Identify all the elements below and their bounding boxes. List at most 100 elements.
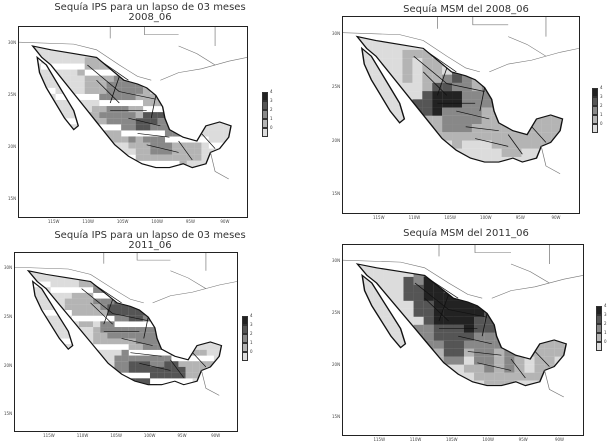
drought-cell <box>22 293 29 299</box>
drought-cell <box>62 75 71 82</box>
state-border <box>467 351 502 356</box>
drought-cell <box>501 140 512 149</box>
map-panel-ips-2008: Sequía IPS para un lapso de 03 meses 200… <box>0 0 300 224</box>
drought-cell <box>34 136 41 142</box>
drought-cell <box>164 390 171 396</box>
drought-cell <box>223 106 231 113</box>
drought-cell <box>482 17 492 25</box>
drought-cell <box>353 381 363 389</box>
neighbor-border <box>491 275 583 299</box>
drought-cell <box>206 292 215 299</box>
drought-cell <box>29 298 37 305</box>
drought-cell <box>555 413 565 421</box>
drought-cell <box>70 27 77 33</box>
drought-cell <box>185 401 192 407</box>
drought-cell <box>393 284 404 293</box>
drought-cell <box>150 179 157 185</box>
drought-cell <box>521 140 532 149</box>
drought-cell <box>48 106 56 113</box>
drought-cell <box>48 160 56 167</box>
drought-cell <box>561 82 563 92</box>
drought-cell <box>383 182 393 190</box>
legend-label: 2 <box>604 321 607 326</box>
drought-cell <box>77 112 79 119</box>
drought-cell <box>33 46 42 52</box>
drought-cell <box>48 179 55 185</box>
drought-cell <box>414 261 424 269</box>
drought-cell <box>512 17 522 25</box>
drought-cell <box>171 372 179 379</box>
drought-cell <box>85 215 92 217</box>
lat-tick-label: 20N <box>332 362 341 368</box>
drought-cell <box>393 397 403 405</box>
drought-cell <box>504 356 515 365</box>
drought-cell <box>128 173 135 179</box>
drought-cell <box>128 39 135 45</box>
drought-cell <box>48 130 56 137</box>
drought-cell <box>107 304 115 311</box>
drought-cell <box>72 395 79 401</box>
drought-cell <box>77 87 85 94</box>
drought-cell <box>99 106 107 113</box>
drought-cell <box>491 132 502 141</box>
drought-cell <box>43 344 51 350</box>
legend-label: 4 <box>600 85 603 90</box>
drought-cell <box>15 327 22 333</box>
drought-cell <box>26 179 33 185</box>
drought-cell <box>535 429 545 435</box>
drought-cell <box>554 380 565 386</box>
drought-cell <box>383 268 394 278</box>
drought-cell <box>223 148 231 155</box>
drought-cell <box>422 25 432 33</box>
drought-cell <box>221 275 222 282</box>
drought-cell <box>172 33 179 39</box>
drought-cell <box>531 173 541 181</box>
drought-cell <box>414 253 424 261</box>
drought-cell <box>363 253 373 261</box>
drought-cell <box>373 17 383 25</box>
drought-cell <box>414 405 424 413</box>
drought-cell <box>575 261 583 269</box>
drought-cell <box>121 355 129 362</box>
drought-cell <box>135 275 143 282</box>
drought-cell <box>51 430 58 431</box>
drought-cell <box>462 198 472 206</box>
drought-cell <box>193 401 200 407</box>
drought-cell <box>55 191 62 197</box>
lat-tick-label: 15N <box>4 411 13 417</box>
drought-cell <box>521 198 531 206</box>
drought-cell <box>481 41 492 51</box>
drought-cell <box>150 46 158 52</box>
drought-cell <box>194 87 202 94</box>
drought-cell <box>454 413 464 421</box>
drought-cell <box>383 198 393 206</box>
drought-cell <box>215 136 224 143</box>
drought-cell <box>158 39 165 45</box>
drought-cell <box>541 107 552 116</box>
drought-cell <box>84 166 93 168</box>
drought-cell <box>231 39 238 45</box>
drought-cell <box>424 405 434 413</box>
drought-cell <box>372 107 383 116</box>
drought-cell <box>99 160 107 167</box>
drought-cell <box>121 366 129 373</box>
drought-cell <box>40 130 49 137</box>
drought-cell <box>143 51 151 58</box>
drought-cell <box>353 198 363 206</box>
drought-cell <box>343 124 353 132</box>
drought-cell <box>107 332 115 339</box>
drought-cell <box>413 284 424 293</box>
drought-cell <box>122 418 129 424</box>
drought-cell <box>55 27 62 33</box>
drought-cell <box>171 412 178 418</box>
drought-cell <box>213 349 222 356</box>
drought-cell <box>65 373 72 379</box>
drought-cell <box>106 160 114 167</box>
drought-cell <box>41 191 48 197</box>
drought-cell <box>208 124 217 131</box>
drought-cell <box>15 395 22 401</box>
lat-tick-label: 30N <box>332 258 341 264</box>
drought-cell <box>463 356 475 365</box>
drought-cell <box>86 412 93 418</box>
drought-cell <box>402 66 413 75</box>
